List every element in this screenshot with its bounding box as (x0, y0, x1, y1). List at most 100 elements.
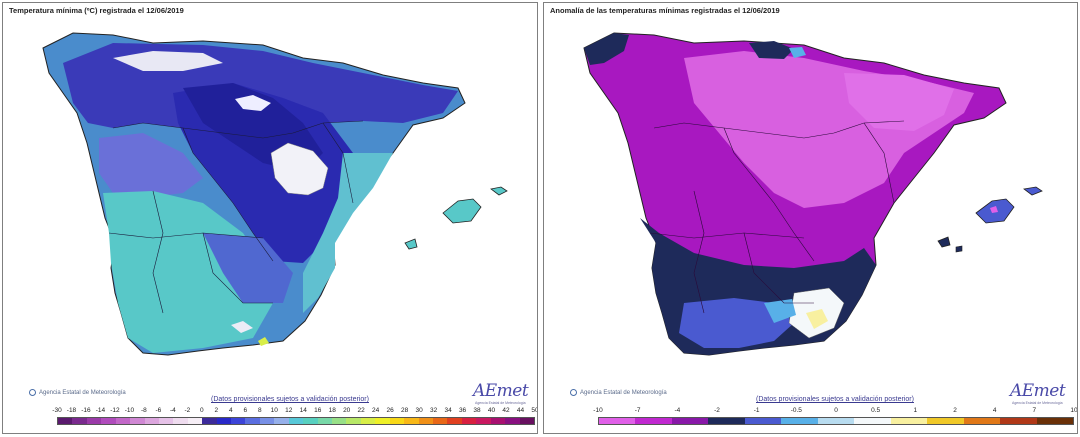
legend-color-swatch (963, 418, 1001, 424)
min-temperature-panel: Temperatura mínima (ºC) registrada el 12… (2, 2, 538, 434)
legend-color-swatch (187, 418, 203, 424)
western-mild-zone (99, 133, 203, 198)
legend-label: 50 (531, 407, 538, 414)
legend-label: -6 (155, 407, 162, 414)
legend-color-swatch (432, 418, 448, 424)
south-lightblue-zone (764, 299, 796, 323)
legend-label: 24 (372, 407, 380, 414)
legend-label: -7 (634, 407, 641, 414)
anomaly-panel: Anomalía de las temperaturas mínimas reg… (543, 2, 1078, 434)
legend-color-swatch (115, 418, 131, 424)
legend-color-swatch (447, 418, 462, 424)
legend-label: 38 (473, 407, 481, 414)
legend-color-swatch (1036, 418, 1074, 424)
legend-color-swatch (360, 418, 376, 424)
northwest-dark-zone (584, 33, 629, 65)
legend-color-swatch (303, 418, 318, 424)
legend-color-swatch (144, 418, 159, 424)
north-dark-zone (749, 41, 794, 59)
legend-color-swatch (332, 418, 347, 424)
legend-label: -4 (169, 407, 176, 414)
legend-color-swatch (490, 418, 506, 424)
legend-label: -8 (141, 407, 147, 414)
legend-color-swatch (404, 418, 419, 424)
legend-label: -4 (674, 407, 681, 414)
disclaimer-text: (Datos provisionales sujetos a validació… (211, 396, 369, 403)
legend-label: 32 (429, 407, 438, 414)
legend-color-swatch (375, 418, 390, 424)
mallorca-spot (990, 206, 998, 213)
legend-color-swatch (817, 418, 855, 424)
map-title: Temperatura mínima (ºC) registrada el 12… (9, 6, 184, 15)
legend-color-swatch (346, 418, 361, 424)
northeast-anomaly (844, 73, 954, 131)
legend-label: -0.5 (790, 407, 802, 414)
legend-label: -10 (593, 407, 603, 414)
pyrenees-peaks (113, 51, 223, 71)
legend-label: 12 (285, 407, 293, 414)
map-title: Anomalía de las temperaturas mínimas reg… (550, 6, 780, 15)
legend-color-swatch (744, 418, 782, 424)
southwest-warm-zone (103, 191, 273, 353)
legend-color-swatch (708, 418, 745, 424)
legend-label: 36 (458, 407, 467, 414)
legend-label: -2 (714, 407, 720, 414)
central-peaks (235, 95, 271, 111)
aemet-logo: AEmet (1010, 381, 1066, 401)
legend-label: 1 (913, 407, 918, 414)
legend-color-swatch (130, 418, 145, 424)
region-borders (649, 120, 905, 314)
legend-label: 26 (386, 407, 394, 414)
legend-color-swatch (389, 418, 405, 424)
color-scale-bar (57, 417, 535, 425)
legend-label: 7 (1032, 407, 1037, 414)
warm-spot (258, 337, 269, 346)
legend-label: -30 (52, 407, 62, 414)
legend-label: 20 (343, 407, 351, 414)
legend-color-swatch (890, 418, 928, 424)
legend-color-swatch (476, 418, 491, 424)
legend-color-swatch (781, 418, 818, 424)
temperature-map (42, 32, 508, 356)
legend-color-swatch (86, 418, 102, 424)
legend-color-swatch (101, 418, 116, 424)
legend-color-swatch (317, 418, 333, 424)
southern-peaks (231, 321, 253, 333)
legend-label: -18 (66, 407, 77, 414)
legend-color-swatch (854, 418, 891, 424)
central-south-zone (203, 233, 293, 303)
legend-label: 0 (200, 407, 204, 414)
aemet-circle-icon (29, 389, 36, 396)
legend-color-swatch (245, 418, 260, 424)
legend-color-swatch (274, 418, 289, 424)
menorca (1023, 186, 1043, 196)
legend-color-swatch (519, 418, 534, 424)
legend-color-swatch (599, 418, 636, 424)
sierra-peaks (270, 142, 329, 196)
menorca (490, 186, 508, 196)
legend-label: 0 (834, 407, 838, 414)
aemet-circle-icon (570, 389, 577, 396)
southeast-yellow-zone (806, 309, 828, 329)
legend-color-swatch (202, 418, 217, 424)
legend-label: -12 (110, 407, 120, 414)
legend-color-swatch (173, 418, 188, 424)
legend-color-swatch (505, 418, 520, 424)
mallorca (442, 198, 482, 224)
legend-label: -1 (753, 407, 760, 414)
ibiza (404, 238, 418, 250)
aemet-logo-sub: Agencia Estatal de Meteorología (1012, 401, 1063, 405)
legend-label: -2 (184, 407, 191, 414)
legend-label: 2 (214, 407, 219, 414)
aemet-logo-sub: Agencia Estatal de Meteorología (475, 401, 526, 405)
legend-color-swatch (671, 418, 709, 424)
legend-label: 30 (415, 407, 423, 414)
legend-label: 4 (992, 407, 997, 414)
legend-color-swatch (418, 418, 433, 424)
legend-label: 28 (401, 407, 409, 414)
legend-label: -14 (95, 407, 106, 414)
aemet-logo: AEmet (473, 381, 529, 401)
legend-label: 34 (444, 407, 452, 414)
legend-label: -16 (81, 407, 91, 414)
legend-color-swatch (58, 418, 73, 424)
